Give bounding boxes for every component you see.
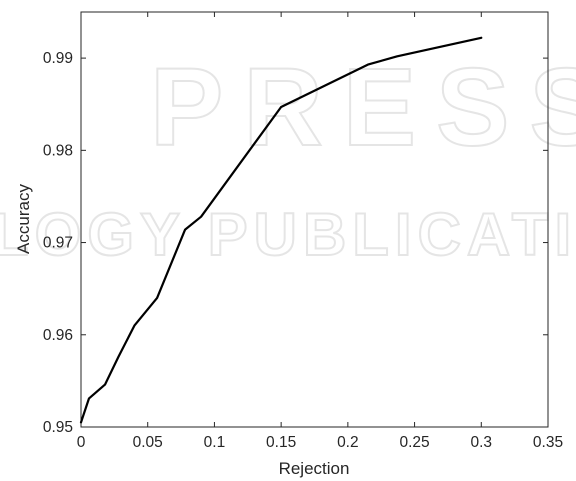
y-axis-ticks: 0.95 0.96 0.97 0.98 0.99 xyxy=(43,50,548,436)
y-tick-label: 0.97 xyxy=(43,235,73,252)
x-tick-label: 0 xyxy=(77,434,86,451)
plot-frame xyxy=(80,11,549,428)
y-tick-label: 0.99 xyxy=(43,50,73,67)
y-tick-label: 0.96 xyxy=(43,327,73,344)
series-line-0 xyxy=(79,36,483,424)
x-tick-label: 0.25 xyxy=(399,434,429,451)
x-tick-label: 0.35 xyxy=(533,434,563,451)
x-tick-label: 0.3 xyxy=(471,434,493,451)
x-axis-ticks: 0 0.05 0.1 0.15 0.2 0.25 0.3 0.35 xyxy=(77,12,563,451)
y-tick-label: 0.98 xyxy=(43,142,73,159)
y-axis-label: Accuracy xyxy=(14,184,33,254)
x-tick-label: 0.05 xyxy=(133,434,163,451)
series-layer xyxy=(79,36,483,424)
watermark: PRESS LOGY PUBLICATIONS xyxy=(0,45,576,269)
x-tick-label: 0.15 xyxy=(266,434,296,451)
watermark-line1: PRESS xyxy=(150,46,576,169)
x-tick-label: 0.2 xyxy=(337,434,359,451)
watermark-line2: LOGY PUBLICATIONS xyxy=(0,201,576,268)
x-axis-label: Rejection xyxy=(279,459,350,478)
x-tick-label: 0.1 xyxy=(204,434,226,451)
y-tick-label: 0.95 xyxy=(43,419,73,436)
